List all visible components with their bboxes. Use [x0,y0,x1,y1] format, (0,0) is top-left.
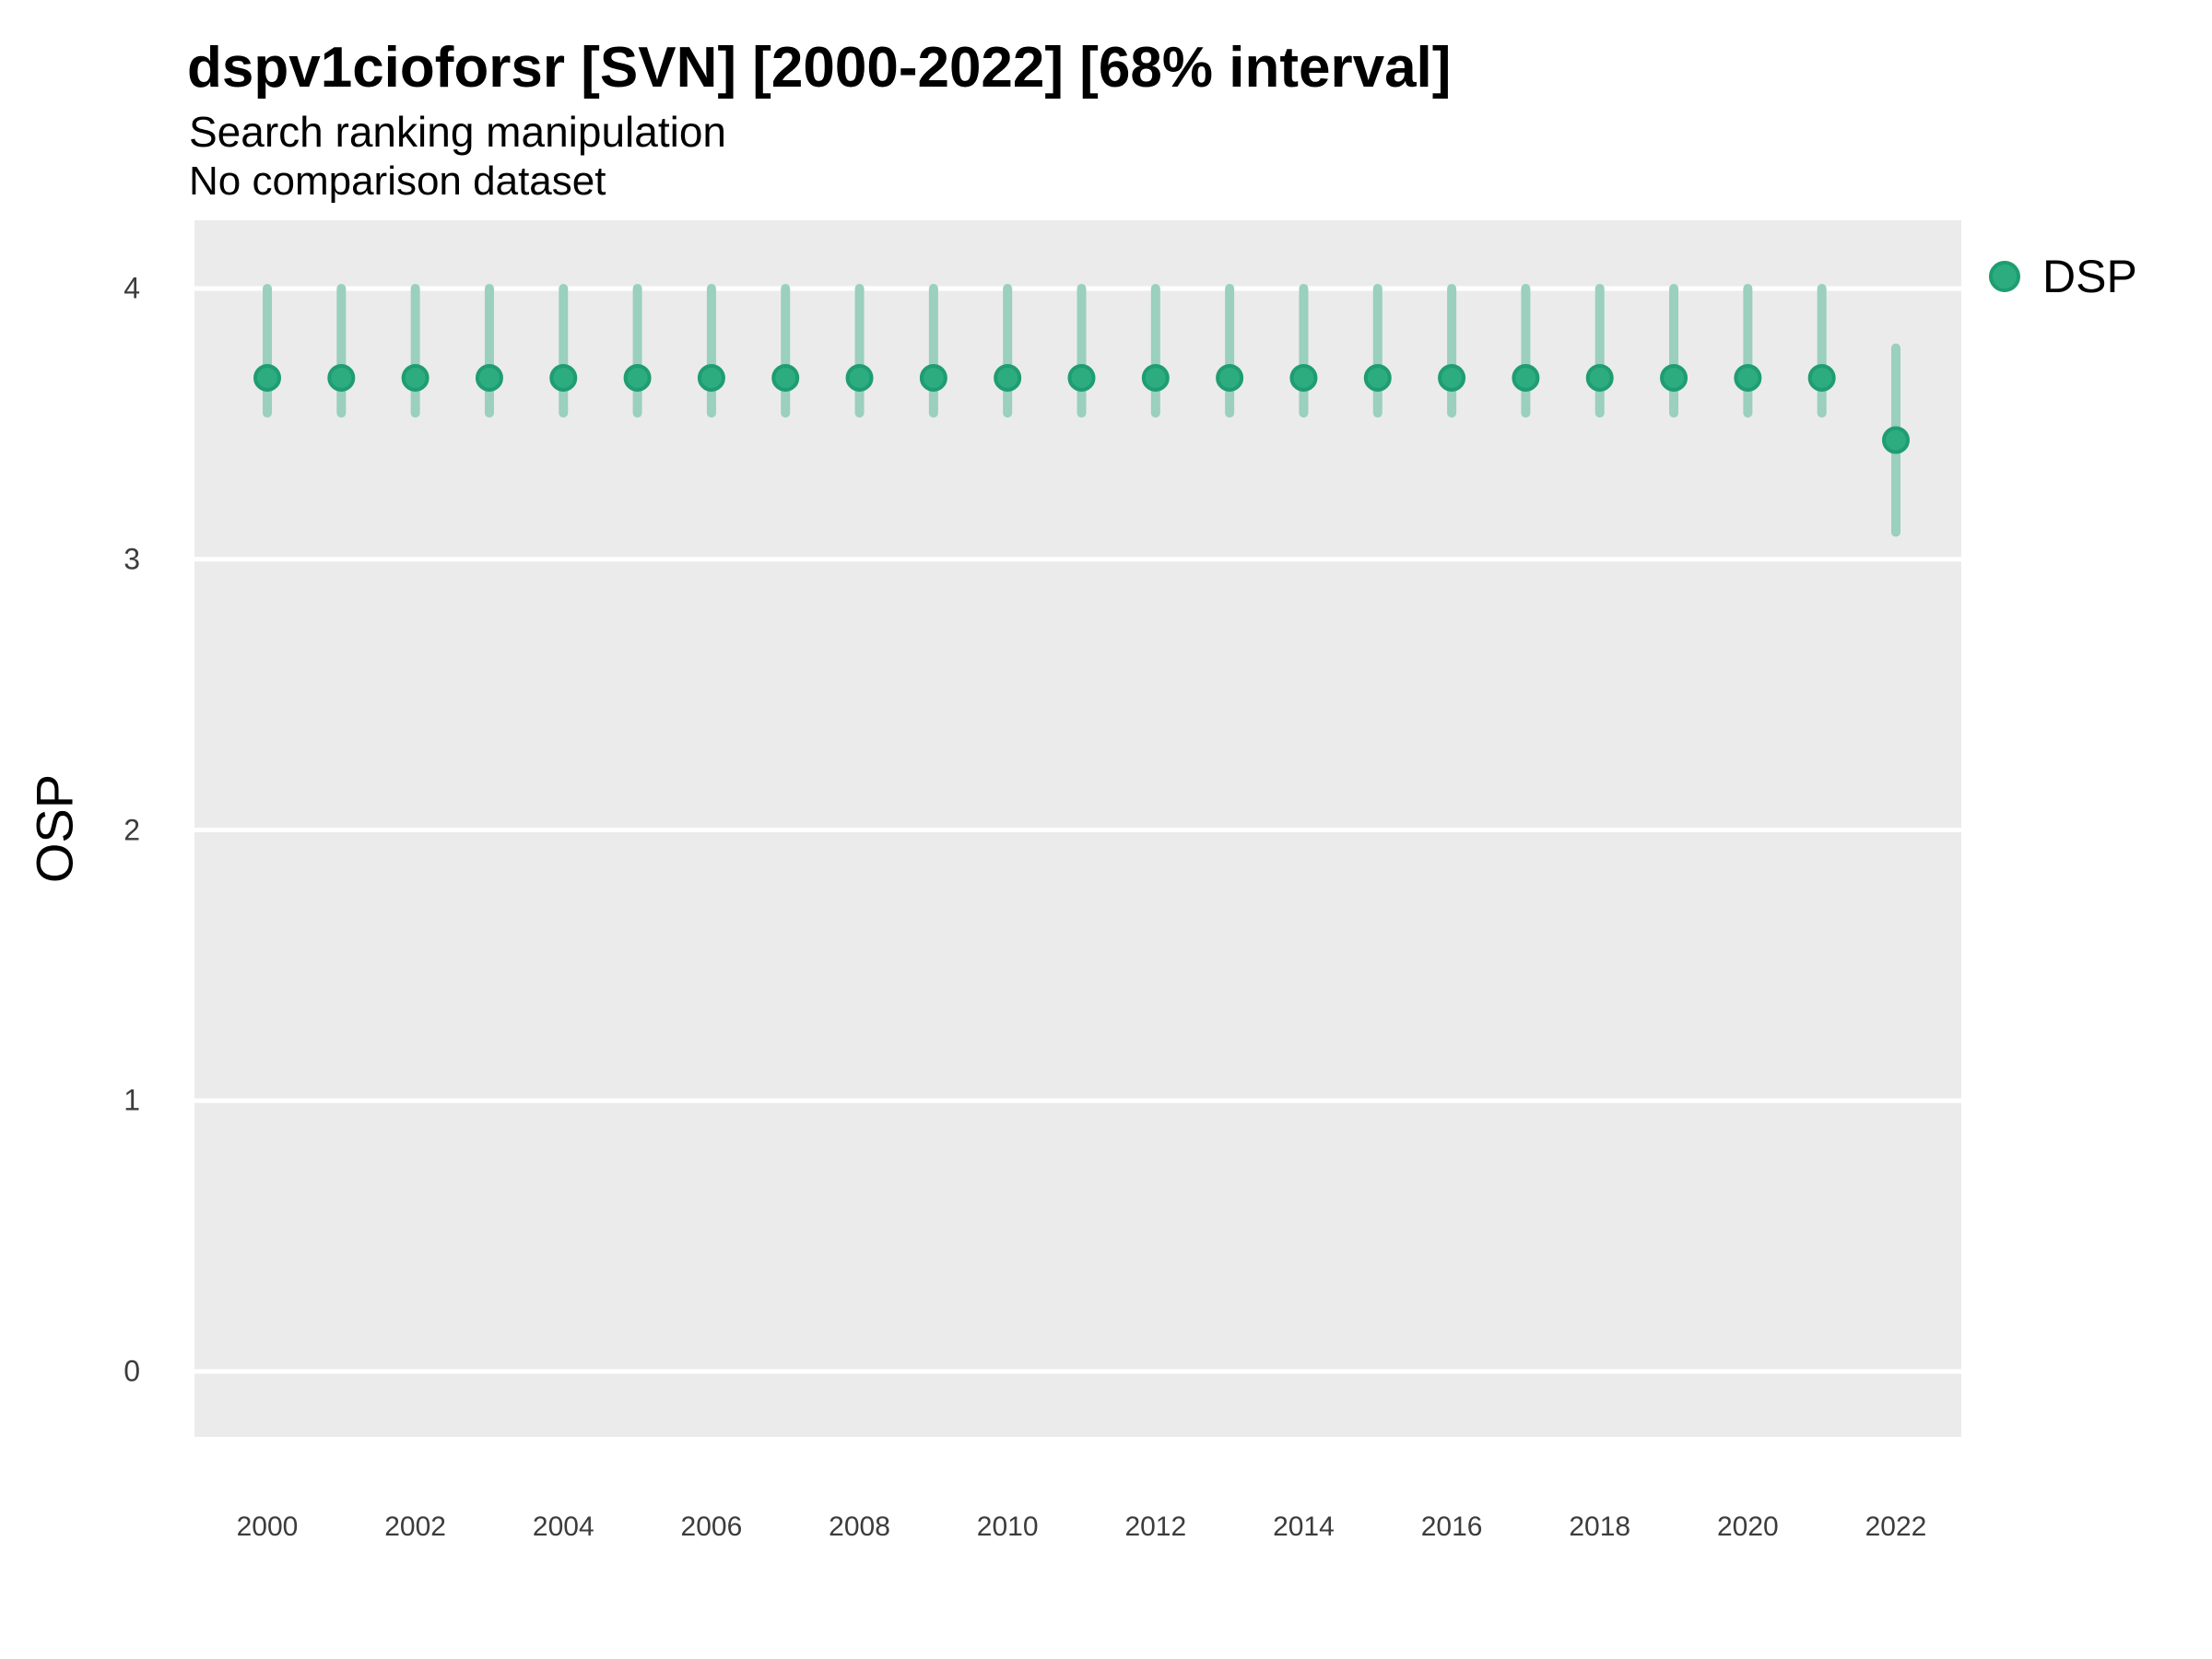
point-2022 [1881,426,1910,454]
chart-title: dspv1cioforsr [SVN] [2000-2022] [68% int… [187,36,1452,100]
point-2014 [1289,363,1318,392]
point-2007 [771,363,800,392]
x-tick-label-2000: 2000 [236,1512,299,1542]
y-tick-label-0: 0 [124,1354,140,1388]
point-2021 [1807,363,1836,392]
point-2012 [1141,363,1170,392]
point-2000 [253,363,281,392]
chart-note: No comparison dataset [189,159,606,204]
point-2005 [623,363,652,392]
point-2006 [697,363,725,392]
point-2015 [1363,363,1392,392]
legend: DSP [1989,253,2137,300]
x-tick-label-2008: 2008 [829,1512,890,1542]
gridline-y-0 [194,1369,1961,1374]
point-2020 [1734,363,1762,392]
x-tick-label-2014: 2014 [1273,1512,1335,1542]
x-tick-label-2010: 2010 [976,1512,1039,1542]
x-tick-label-2016: 2016 [1420,1512,1483,1542]
point-2002 [401,363,429,392]
point-2016 [1438,363,1466,392]
pointrange-plot [194,284,1961,1374]
point-2018 [1585,363,1614,392]
legend-label: DSP [2042,251,2137,302]
legend-point-icon [1989,261,2020,292]
x-tick-label-2006: 2006 [680,1512,743,1542]
y-tick-label-2: 2 [124,813,140,846]
x-tick-label-2020: 2020 [1716,1512,1779,1542]
x-tick-label-2018: 2018 [1569,1512,1631,1542]
y-tick-label-3: 3 [124,542,140,576]
point-2004 [549,363,578,392]
point-2009 [919,363,947,392]
point-2001 [327,363,356,392]
point-2010 [994,363,1022,392]
point-2017 [1512,363,1540,392]
gridline-y-1 [194,1098,1961,1103]
gridline-y-2 [194,828,1961,832]
point-2003 [475,363,503,392]
point-2008 [845,363,874,392]
point-2013 [1216,363,1244,392]
x-tick-label-2002: 2002 [384,1512,446,1542]
y-tick-label-4: 4 [124,271,140,305]
point-2011 [1067,363,1096,392]
y-tick-label-1: 1 [124,1083,140,1117]
x-tick-label-2022: 2022 [1865,1512,1927,1542]
point-2019 [1660,363,1688,392]
x-tick-label-2012: 2012 [1124,1512,1187,1542]
chart-subtitle: Search ranking manipulation [189,108,727,156]
x-tick-label-2004: 2004 [532,1512,594,1542]
gridline-y-3 [194,557,1961,562]
plot-panel [194,220,1961,1437]
